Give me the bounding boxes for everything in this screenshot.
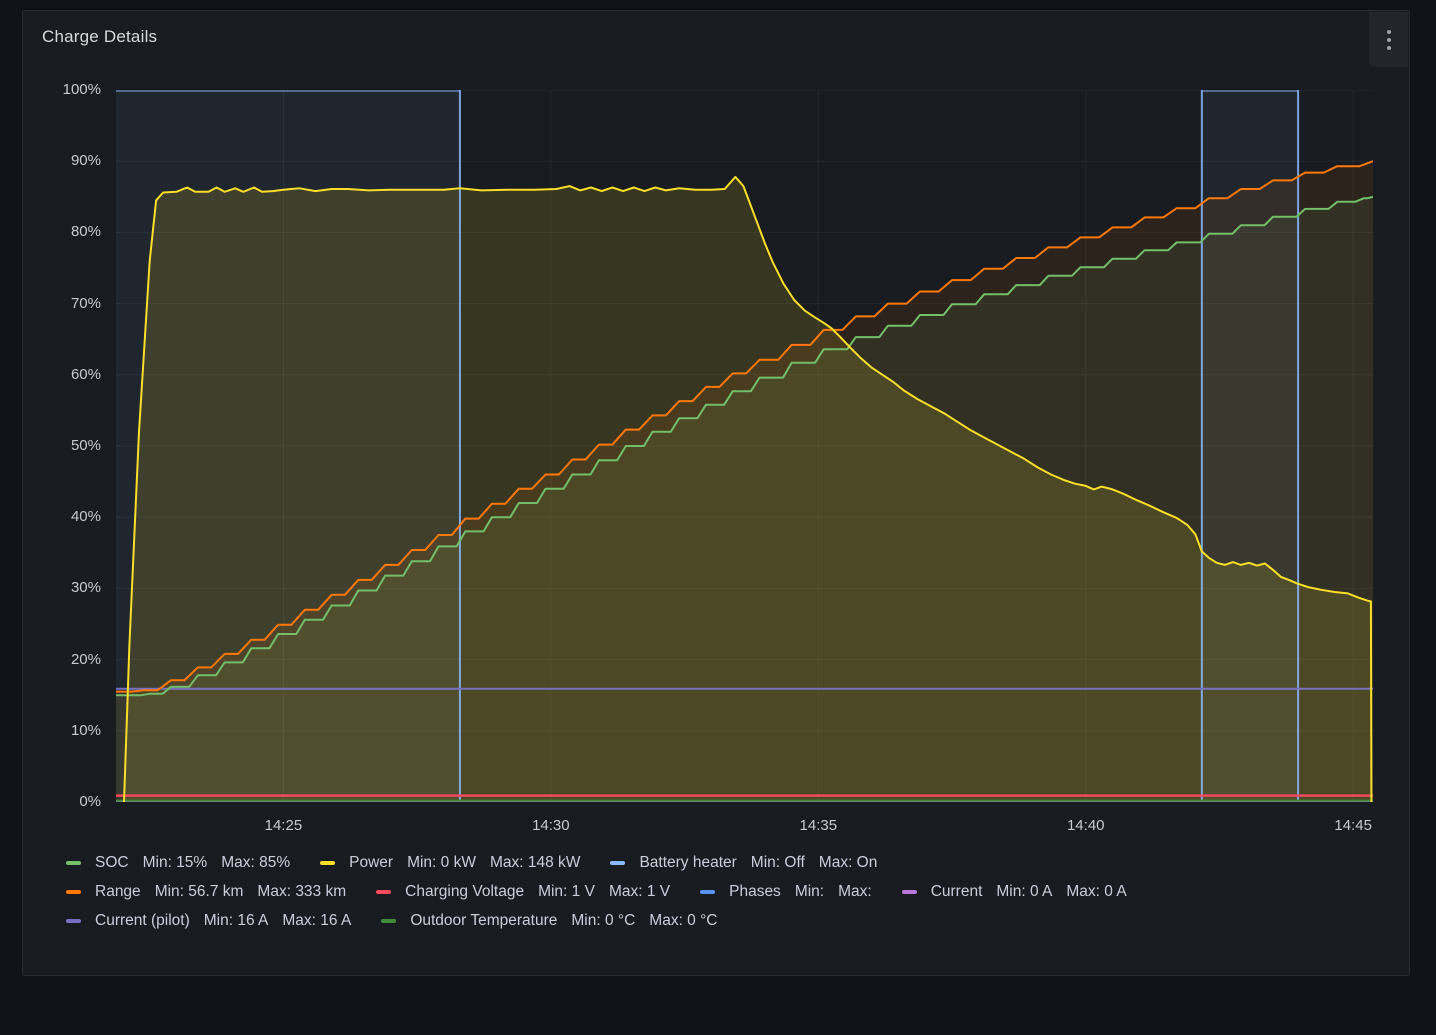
legend-item-current[interactable]: Current Min: 0 A Max: 0 A [901,883,1127,901]
legend-min-value: Min: 0 kW [407,854,476,871]
legend-max-value: Max: [838,883,872,900]
legend-min-value: Min: Off [750,854,805,871]
time-series-chart[interactable] [116,90,1373,802]
x-axis-tick-label: 14:30 [532,817,570,834]
legend-row: Range Min: 56.7 km Max: 333 km Charging Vol… [66,883,1389,901]
charge-details-panel: Charge Details 0% 10% 20% 30% 40% 50% 60% 70% 80… [22,10,1410,976]
legend-max-value: Max: 16 A [282,912,352,929]
y-axis-tick-label: 10% [70,721,101,739]
legend-min-value: Min: 16 A [203,912,269,929]
chart-plot-area[interactable] [116,90,1373,802]
legend-series-swatch [381,919,397,923]
legend-min-value: Min: 56.7 km [154,883,244,900]
y-axis-tick-label: 0% [79,793,101,810]
battery-heater-on-region [1201,90,1299,802]
x-axis-tick-label: 14:45 [1334,817,1372,834]
legend-item-outdoor-temperature[interactable]: Outdoor Temperature Min: 0 °C Max: 0 °C [381,912,718,930]
x-axis-tick-label: 14:25 [264,817,303,834]
legend-series-swatch [66,890,81,894]
legend-item-phases[interactable]: Phases Min: Max: [700,883,872,901]
legend-min-value: Min: 15% [142,854,208,871]
panel-title: Charge Details [42,27,158,46]
legend-series-label: SOC [95,854,129,871]
x-axis-tick-label: 14:35 [799,817,838,834]
legend-series-label: Power [349,854,394,871]
legend-max-value: Max: On [818,854,878,871]
legend-min-value: Min: 1 V [538,883,595,900]
kebab-icon [1386,37,1391,42]
x-axis-tick-label: 14:40 [1066,817,1105,834]
legend-series-label: Current (pilot) [95,912,190,929]
legend-item-current-pilot-[interactable]: Current (pilot) Min: 16 A Max: 16 A [66,912,351,930]
series-soc-line [116,195,1373,697]
y-axis-tick-label: 30% [70,579,101,597]
legend-series-swatch [66,861,81,865]
legend-series-swatch [610,861,626,865]
y-axis-tick-label: 80% [70,223,101,241]
series-power-fill [124,176,1372,802]
legend-item-charging-voltage[interactable]: Charging Voltage Min: 1 V Max: 1 V [376,883,670,901]
y-axis-tick-label: 90% [70,152,101,170]
legend-series-label: Charging Voltage [405,883,525,900]
legend-max-value: Max: 1 V [608,883,671,900]
legend-min-value: Min: 0 A [996,883,1053,900]
y-axis-tick-label: 50% [70,437,101,454]
series-range-line [116,160,1373,693]
y-axis-tick-label: 70% [70,294,101,312]
legend-min-value: Min: 0 °C [571,912,636,929]
legend-item-power[interactable]: Power Min: 0 kW Max: 148 kW [320,854,580,872]
legend-series-label: Battery heater [639,854,737,871]
legend-series-label: Current [930,883,983,900]
legend-row: SOC Min: 15% Max: 85% Power Min: 0 kW Max: 14… [66,854,1389,872]
panel-menu-button[interactable] [1369,12,1408,67]
legend-series-label: Outdoor Temperature [410,912,558,929]
legend-series-swatch [376,890,392,894]
legend-max-value: Max: 148 kW [489,854,581,871]
series-power-line [123,175,1373,802]
legend-series-swatch [320,861,336,865]
legend-item-soc[interactable]: SOC Min: 15% Max: 85% [66,854,290,872]
legend-row: Current (pilot) Min: 16 A Max: 16 A Outdoor… [66,912,1389,930]
y-axis-tick-label: 60% [70,365,101,383]
y-axis-tick-label: 20% [70,650,101,668]
legend-series-swatch [66,919,81,923]
legend-item-range[interactable]: Range Min: 56.7 km Max: 333 km [66,883,346,901]
chart-legend: SOC Min: 15% Max: 85% Power Min: 0 kW Max: 14… [66,854,1389,930]
legend-max-value: Max: 333 km [257,883,347,900]
y-axis-tick-label: 100% [62,81,101,98]
y-axis-tick-label: 40% [70,508,101,526]
legend-item-battery-heater[interactable]: Battery heater Min: Off Max: On [610,854,877,872]
series-soc-fill [116,196,1373,802]
kebab-icon [1386,45,1391,50]
kebab-icon [1386,29,1391,34]
legend-series-label: Range [95,883,141,900]
legend-min-value: Min: [794,883,825,900]
series-range-fill [116,161,1373,802]
battery-heater-on-region [116,90,460,802]
legend-series-swatch [700,890,716,894]
legend-series-swatch [901,890,917,894]
legend-max-value: Max: 0 A [1066,883,1127,900]
legend-series-label: Phases [729,883,781,900]
legend-max-value: Max: 85% [221,854,291,871]
legend-max-value: Max: 0 °C [649,912,718,929]
